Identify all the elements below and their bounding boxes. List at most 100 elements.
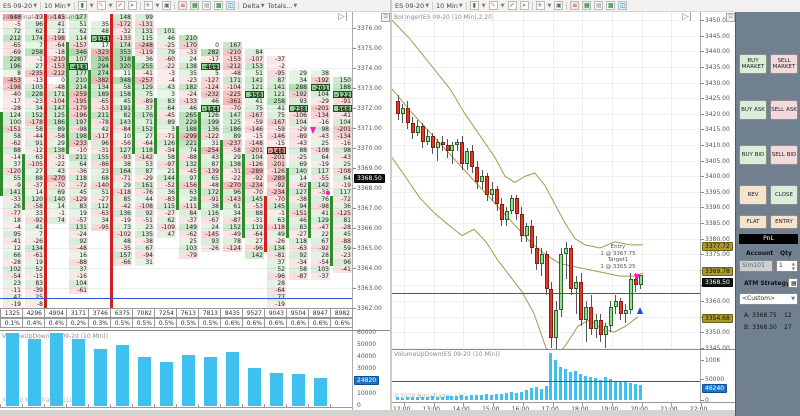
footprint-delta-cell: -107 (245, 56, 264, 63)
marker-icon[interactable]: ✐ (115, 1, 125, 10)
qty-input[interactable]: 1 ▲ ▼ (776, 260, 798, 272)
right-panel-divider[interactable] (392, 349, 735, 350)
axis-tick (353, 148, 356, 149)
footprint-delta-cell: 103 (179, 245, 198, 252)
sell-ask-button[interactable]: SELL ASK (770, 100, 798, 120)
total-percent-cell: 0.6% (308, 318, 331, 328)
cursor-icon[interactable]: ➤ (519, 1, 529, 10)
footprint-delta-cell: -198 (3, 84, 22, 91)
ask-size: 12 (784, 312, 792, 319)
footprint-delta-cell: 171 (47, 91, 66, 98)
footprint-delta-cell: 135 (135, 231, 154, 238)
flat-button[interactable]: FLAT (739, 215, 767, 229)
camera-icon[interactable]: ▣ (554, 1, 564, 10)
grid-icon[interactable]: ▩ (214, 1, 224, 10)
volume-bar (628, 383, 632, 400)
footprint-delta-cell: 174 (25, 35, 44, 42)
volume-threshold-line[interactable] (392, 381, 700, 382)
footprint-delta-cell: 38 (113, 161, 132, 168)
sell-market-button[interactable]: SELL MARKET (770, 54, 798, 74)
entry-button[interactable]: ENTRY (770, 215, 798, 229)
left-price-axis[interactable]: 3376.00 3375.00 3374.00 3373.00 3372.00 3371.… (352, 12, 391, 410)
atm-settings-icon[interactable]: ▦ (788, 278, 798, 288)
axis-tick (701, 145, 704, 147)
crosshair-icon[interactable]: ✛ (535, 1, 545, 10)
footprint-delta-cell: -76 (135, 189, 154, 196)
pencil-draw-icon[interactable]: ✎ (488, 1, 498, 10)
footprint-delta-cell: 104 (311, 91, 330, 98)
grid-icon[interactable]: ▩ (606, 1, 616, 10)
right-jump-to-end-icon[interactable]: ▷| (682, 12, 692, 22)
right-instrument-selector[interactable]: ES 09-20 ▼ (395, 1, 430, 10)
left-panel-expand-icon[interactable]: ⊡ (381, 13, 390, 22)
right-axis-price-label: 3380.00 (705, 235, 730, 243)
crosshair-icon[interactable]: ✛ (143, 1, 153, 10)
sell-bid-button[interactable]: SELL BID (770, 145, 798, 165)
indicators-icon[interactable]: ≡ (178, 1, 188, 10)
price-gridline (0, 88, 352, 89)
cursor-icon[interactable]: ➤ (127, 1, 137, 10)
close-button[interactable]: CLOSE (770, 185, 798, 205)
volume-bar (465, 395, 469, 400)
calendar-icon[interactable]: ▤ (202, 1, 212, 10)
support-line[interactable] (392, 293, 700, 295)
buy-market-button[interactable]: BUY MARKET (739, 54, 767, 74)
footprint-delta-cell: -19 (311, 161, 330, 168)
right-axis-price-label: 3375.00 (705, 251, 730, 259)
left-interval-selector[interactable]: 10 Min ▼ (44, 1, 71, 10)
data-series-icon[interactable]: ▦ (190, 1, 200, 10)
price-gridline (392, 51, 700, 53)
footprint-delta-cell: 142 (311, 182, 330, 189)
account-select[interactable]: Sim101 ▼ (739, 260, 773, 279)
time-tick (433, 403, 435, 406)
right-copyright-watermark: ©2020 NinjaTrader, LLC (394, 393, 466, 400)
left-panel-divider[interactable] (0, 330, 390, 331)
footprint-delta-cell: -167 (267, 119, 286, 126)
footprint-delta-cell: -63 (91, 210, 110, 217)
calendar-icon[interactable]: ▤ (594, 1, 604, 10)
total-percent-cell: 0.6% (286, 318, 309, 328)
price-gridline (392, 301, 700, 303)
axis-tick (353, 168, 356, 169)
right-panel-expand-icon[interactable]: ⊡ (726, 13, 735, 22)
right-price-axis[interactable]: 3450.00 3445.00 3440.00 3435.00 3430.00 3425.… (700, 12, 736, 410)
bid-size: 27 (784, 324, 792, 331)
footprint-delta-cell: -259 (69, 91, 88, 98)
data-series-icon[interactable]: ▦ (582, 1, 592, 10)
reverse-button[interactable]: REV (739, 185, 767, 205)
price-gridline (0, 248, 352, 249)
chart-style-icon[interactable]: ▮ (77, 1, 87, 10)
footprint-delta-cell: -9 (3, 182, 22, 189)
footprint-delta-cell: -299 (179, 133, 198, 140)
panel-icon[interactable]: ◫ (618, 1, 628, 10)
time-tick (493, 403, 495, 406)
panel-icon[interactable]: ◫ (226, 1, 236, 10)
chart-style-icon[interactable]: ▮ (469, 1, 479, 10)
footprint-delta-cell: 26 (3, 203, 22, 210)
left-instrument-selector[interactable]: ES 09-20 ▼ (3, 1, 38, 10)
indicators-icon[interactable]: ≡ (570, 1, 580, 10)
total-percent-cell: 0.6% (264, 318, 287, 328)
left-jump-to-end-icon[interactable]: ▷| (338, 12, 348, 22)
buy-ask-button[interactable]: BUY ASK (739, 100, 767, 120)
candle-down (440, 141, 445, 146)
atm-strategy-select[interactable]: <Custom> ▼ (739, 293, 798, 305)
candle-up (564, 248, 569, 255)
right-interval-selector[interactable]: 10 Min ▼ (436, 1, 463, 10)
footprint-delta-cell: -57 (69, 217, 88, 224)
marker-icon[interactable]: ✐ (507, 1, 517, 10)
footprint-delta-cell: 346 (69, 49, 88, 56)
pencil-draw-icon[interactable]: ✎ (96, 1, 106, 10)
footprint-delta-cell: -153 (223, 56, 242, 63)
support-line[interactable] (0, 298, 352, 299)
totals-dropdown[interactable]: Totals... ▼ (267, 1, 298, 10)
footprint-delta-cell: 167 (223, 42, 242, 49)
delta-dropdown[interactable]: Delta ▼ (242, 1, 265, 10)
camera-icon[interactable]: ▣ (162, 1, 172, 10)
window-splitter[interactable] (390, 0, 392, 416)
buy-bid-button[interactable]: BUY BID (739, 145, 767, 165)
footprint-delta-cell: 25 (179, 238, 198, 245)
left-axis-price-label: 3373.00 (357, 85, 382, 92)
footprint-delta-cell: -32 (113, 28, 132, 35)
footprint-delta-cell: 92 (289, 252, 308, 259)
